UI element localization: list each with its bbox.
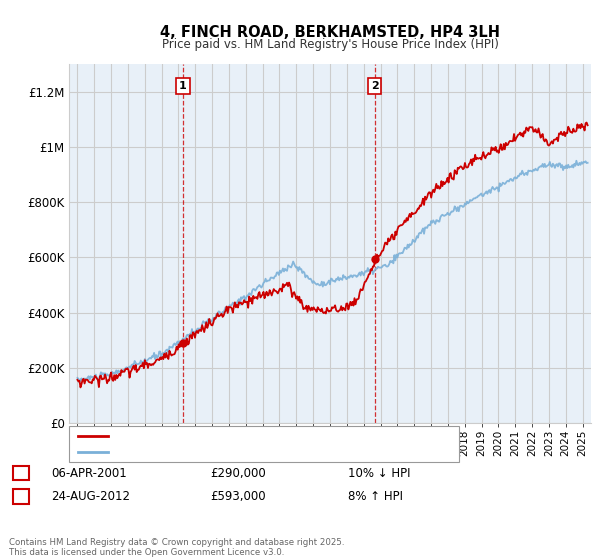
Text: 1: 1 xyxy=(179,81,187,91)
Text: Contains HM Land Registry data © Crown copyright and database right 2025.
This d: Contains HM Land Registry data © Crown c… xyxy=(9,538,344,557)
Text: £593,000: £593,000 xyxy=(210,490,266,503)
Text: 8% ↑ HPI: 8% ↑ HPI xyxy=(348,490,403,503)
Text: 1: 1 xyxy=(17,466,25,480)
Text: 2: 2 xyxy=(17,490,25,503)
Text: 06-APR-2001: 06-APR-2001 xyxy=(51,466,127,480)
Text: 10% ↓ HPI: 10% ↓ HPI xyxy=(348,466,410,480)
Text: Price paid vs. HM Land Registry's House Price Index (HPI): Price paid vs. HM Land Registry's House … xyxy=(161,38,499,50)
Text: 4, FINCH ROAD, BERKHAMSTED, HP4 3LH (detached house): 4, FINCH ROAD, BERKHAMSTED, HP4 3LH (det… xyxy=(114,431,440,441)
Text: 24-AUG-2012: 24-AUG-2012 xyxy=(51,490,130,503)
Text: 2: 2 xyxy=(371,81,379,91)
Text: £290,000: £290,000 xyxy=(210,466,266,480)
Text: HPI: Average price, detached house, Dacorum: HPI: Average price, detached house, Daco… xyxy=(114,447,366,457)
Text: 4, FINCH ROAD, BERKHAMSTED, HP4 3LH: 4, FINCH ROAD, BERKHAMSTED, HP4 3LH xyxy=(160,25,500,40)
